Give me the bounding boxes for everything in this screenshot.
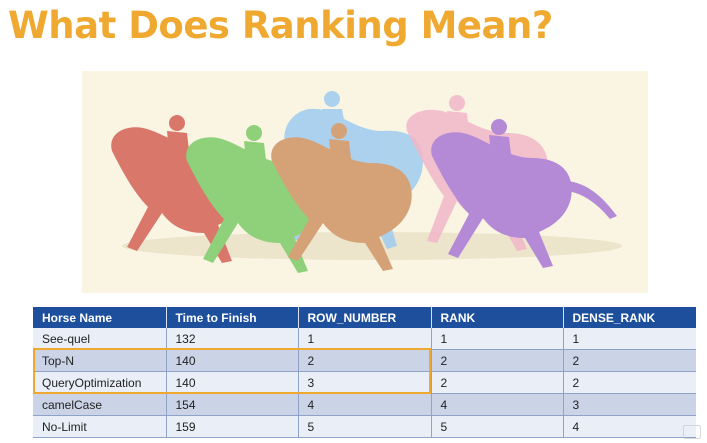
- table-row: No-Limit 159 5 5 4: [33, 415, 696, 438]
- cell-row-number: 2: [298, 349, 432, 372]
- cell-row-number: 5: [298, 415, 432, 438]
- horse-purple: [431, 119, 617, 268]
- ranking-table: Horse Name Time to Finish ROW_NUMBER RAN…: [33, 307, 696, 438]
- cell-dense-rank: 2: [563, 371, 696, 394]
- cell-time-to-finish: 154: [166, 393, 299, 416]
- cell-rank: 5: [431, 415, 564, 438]
- column-header-rank: RANK: [431, 307, 564, 328]
- cell-time-to-finish: 159: [166, 415, 299, 438]
- cell-dense-rank: 1: [563, 328, 696, 350]
- horse-brown: [271, 123, 412, 271]
- watermark-icon: [683, 425, 701, 439]
- cell-row-number: 1: [298, 328, 432, 350]
- column-header-row-number: ROW_NUMBER: [298, 307, 432, 328]
- horse-racing-icon: [111, 91, 622, 273]
- table-row: QueryOptimization 140 3 2 2: [33, 371, 696, 394]
- cell-rank: 1: [431, 328, 564, 350]
- cell-time-to-finish: 140: [166, 349, 299, 372]
- table-header-row: Horse Name Time to Finish ROW_NUMBER RAN…: [33, 307, 696, 328]
- cell-rank: 2: [431, 371, 564, 394]
- horse-racing-illustration: [82, 71, 648, 293]
- cell-horse-name: camelCase: [33, 393, 167, 416]
- cell-time-to-finish: 140: [166, 371, 299, 394]
- cell-horse-name: QueryOptimization: [33, 371, 167, 394]
- cell-row-number: 3: [298, 371, 432, 394]
- column-header-time-to-finish: Time to Finish: [166, 307, 299, 328]
- cell-row-number: 4: [298, 393, 432, 416]
- column-header-dense-rank: DENSE_RANK: [563, 307, 696, 328]
- table-row: See-quel 132 1 1 1: [33, 328, 696, 350]
- column-header-horse-name: Horse Name: [33, 307, 167, 328]
- cell-dense-rank: 3: [563, 393, 696, 416]
- cell-horse-name: Top-N: [33, 349, 167, 372]
- cell-rank: 4: [431, 393, 564, 416]
- cell-time-to-finish: 132: [166, 328, 299, 350]
- cell-rank: 2: [431, 349, 564, 372]
- cell-dense-rank: 2: [563, 349, 696, 372]
- table-row: camelCase 154 4 4 3: [33, 393, 696, 416]
- table-row: Top-N 140 2 2 2: [33, 349, 696, 372]
- slide-title: What Does Ranking Mean?: [8, 4, 553, 47]
- cell-horse-name: No-Limit: [33, 415, 167, 438]
- cell-horse-name: See-quel: [33, 328, 167, 350]
- cell-dense-rank: 4: [563, 415, 696, 438]
